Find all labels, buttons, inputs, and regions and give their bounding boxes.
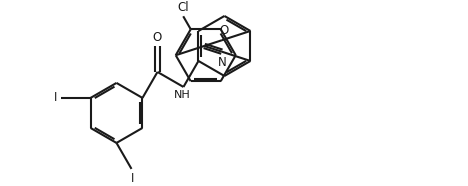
Text: O: O <box>219 24 228 37</box>
Text: Cl: Cl <box>177 1 189 14</box>
Text: NH: NH <box>174 90 191 100</box>
Text: N: N <box>218 56 226 69</box>
Text: I: I <box>131 172 134 185</box>
Text: I: I <box>54 92 58 104</box>
Text: O: O <box>153 31 162 44</box>
